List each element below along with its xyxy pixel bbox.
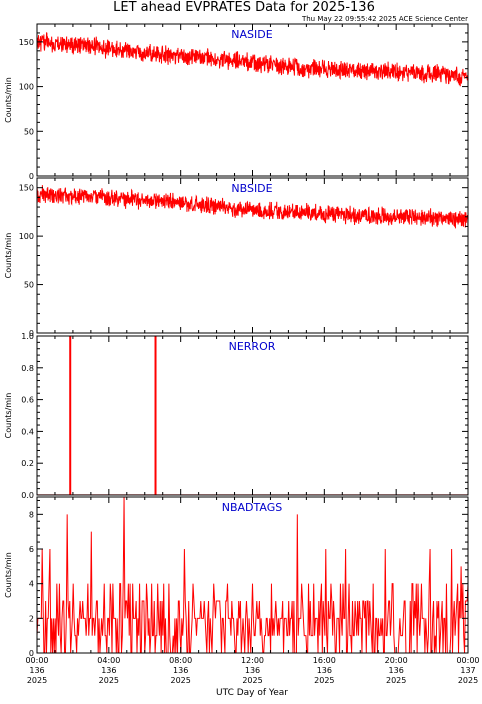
x-tick-year-label: 2025	[242, 676, 262, 685]
panel-label: NBADTAGS	[222, 501, 282, 514]
panels-group: 0 50 100 150 NASIDE Counts/min 0 50 100 150 NBSIDE…	[4, 23, 469, 658]
x-tick-year-label: 2025	[99, 676, 119, 685]
y-tick-label: 50	[24, 127, 34, 136]
y-axis-title: Counts/min	[4, 233, 13, 279]
y-tick-label: 4	[29, 580, 34, 589]
x-tick-time-label: 00:00	[456, 656, 479, 665]
x-tick-doy-label: 136	[101, 666, 116, 675]
y-axis-title: Counts/min	[4, 552, 13, 598]
x-tick-doy-label: 136	[29, 666, 44, 675]
y-tick-label: 150	[19, 38, 34, 47]
panel-naside: 0 50 100 150 NASIDE Counts/min	[4, 23, 469, 181]
y-axis-title: Counts/min	[4, 77, 13, 123]
series-line	[37, 32, 468, 87]
x-tick-doy-label: 136	[173, 666, 188, 675]
series-line	[37, 497, 468, 653]
panel-label: NBSIDE	[231, 182, 272, 195]
panel-nbadtags: 0 2 4 6 8 NBADTAGS Counts/min	[4, 496, 469, 658]
y-tick-label: 0	[29, 172, 34, 181]
y-tick-label: 0	[29, 649, 34, 658]
x-tick-time-label: 08:00	[169, 656, 192, 665]
x-tick-time-label: 12:00	[241, 656, 264, 665]
chart-title: LET ahead EVPRATES Data for 2025-136	[113, 0, 375, 15]
panel-frame	[36, 177, 469, 334]
panel-nerror: 0.0 0.2 0.4 0.6 0.8 1.0 NERROR Counts/min	[4, 332, 469, 500]
y-tick-label: 0.2	[21, 459, 34, 468]
y-tick-label: 8	[29, 510, 34, 519]
x-tick-year-label: 2025	[170, 676, 190, 685]
x-tick-year-label: 2025	[386, 676, 406, 685]
y-tick-label: 0.6	[21, 396, 34, 405]
y-axis-title: Counts/min	[4, 393, 13, 439]
y-tick-label: 150	[19, 184, 34, 193]
x-tick-year-label: 2025	[314, 676, 334, 685]
timestamp-label: Thu May 22 09:55:42 2025 ACE Science Cen…	[301, 15, 468, 23]
y-tick-label: 0.4	[21, 427, 34, 436]
y-tick-label: 2	[29, 614, 34, 623]
x-tick-year-label: 2025	[27, 676, 47, 685]
y-tick-label: 1.0	[21, 332, 34, 341]
panel-nbside: 0 50 100 150 NBSIDE Counts/min	[4, 177, 469, 338]
panel-label: NERROR	[229, 340, 276, 353]
x-tick-time-label: 16:00	[313, 656, 336, 665]
y-tick-label: 100	[19, 232, 34, 241]
panel-label: NASIDE	[231, 28, 272, 41]
series-line	[37, 185, 468, 229]
y-tick-label: 0	[29, 329, 34, 338]
y-tick-label: 100	[19, 83, 34, 92]
x-tick-doy-label: 137	[460, 666, 475, 675]
x-tick-time-label: 00:00	[25, 656, 48, 665]
series-line	[37, 336, 468, 495]
x-tick-doy-label: 136	[389, 666, 404, 675]
y-tick-label: 0.0	[21, 491, 34, 500]
y-tick-label: 6	[29, 545, 34, 554]
y-tick-label: 0.8	[21, 364, 34, 373]
panel-frame	[36, 335, 469, 496]
panel-frame	[36, 496, 469, 654]
x-tick-doy-label: 136	[245, 666, 260, 675]
x-tick-time-label: 04:00	[97, 656, 120, 665]
x-axis-title: UTC Day of Year	[216, 688, 288, 698]
x-tick-time-label: 20:00	[385, 656, 408, 665]
x-axis-labels: 00:00136202504:00136202508:00136202512:0…	[25, 656, 479, 685]
x-tick-year-label: 2025	[458, 676, 478, 685]
x-tick-doy-label: 136	[317, 666, 332, 675]
y-tick-label: 50	[24, 281, 34, 290]
